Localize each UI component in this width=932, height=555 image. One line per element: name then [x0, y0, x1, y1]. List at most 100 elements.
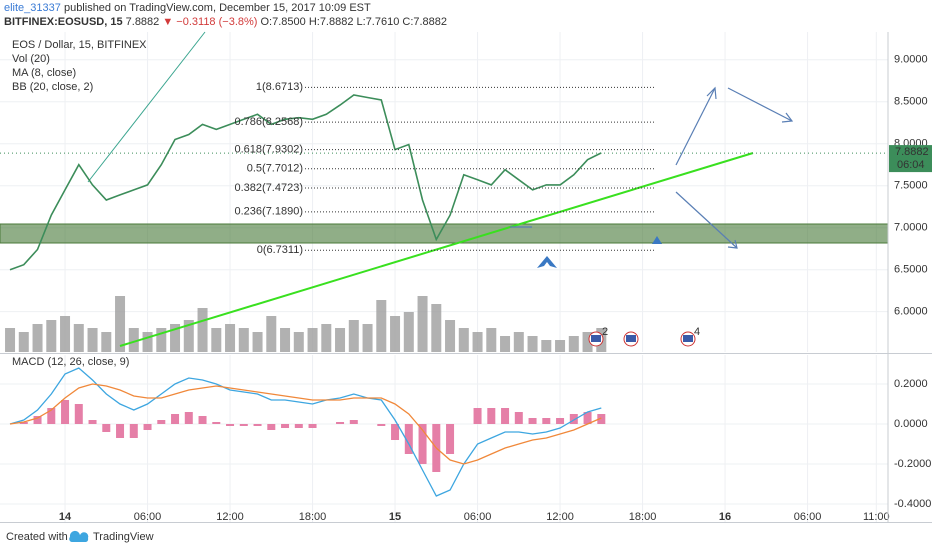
header-line: elite_31337 published on TradingView.com…: [4, 2, 371, 14]
macd-histogram-bar: [212, 422, 221, 424]
trend-line: [119, 152, 754, 347]
volume-bar: [18, 332, 29, 352]
macd-histogram-bar: [597, 414, 606, 424]
volume-bar: [431, 304, 442, 352]
macd-histogram-bar: [226, 424, 235, 426]
event-flag: [626, 335, 636, 342]
last: 7.8882: [126, 16, 160, 28]
y-tick-label: -0.2000: [894, 458, 931, 470]
macd-histogram-bar: [349, 420, 358, 424]
macd-histogram-bar: [102, 424, 111, 432]
fib-label: 0.5(7.7012): [247, 163, 303, 175]
arrow: [727, 87, 793, 122]
chart-layer: 9.00008.50008.00007.50007.00006.50006.00…: [0, 39, 932, 523]
macd-histogram-bar: [514, 412, 523, 424]
x-tick-label: 18:00: [629, 511, 657, 523]
macd-histogram-bar: [336, 422, 345, 424]
macd-histogram-bar: [143, 424, 152, 430]
volume-bar: [445, 320, 456, 352]
x-tick-label: 12:00: [546, 511, 574, 523]
y-tick-label: 6.0000: [894, 306, 928, 318]
macd-histogram-bar: [446, 424, 455, 454]
legend-entry: EOS / Dollar, 15, BITFINEX: [12, 39, 147, 51]
volume-bar: [225, 324, 236, 352]
fib-label: 0(6.7311): [257, 244, 303, 256]
macd-histogram-bar: [528, 418, 537, 424]
macd-histogram-bar: [501, 408, 510, 424]
arrow-head: [781, 112, 794, 123]
volume-bar: [472, 332, 483, 352]
y-tick-label: 7.0000: [894, 222, 928, 234]
volume-bar: [335, 328, 346, 352]
volume-bar: [46, 320, 57, 352]
volume-bar: [362, 324, 373, 352]
event-flag: [683, 335, 693, 342]
volume-bar: [238, 328, 249, 352]
y-tick-label: 7.5000: [894, 180, 928, 192]
projection-arrows: [510, 86, 794, 249]
macd-histogram-bar: [239, 424, 248, 426]
grid-layer: [0, 32, 888, 522]
macd-histogram-bar: [569, 414, 578, 424]
arrow-head: [706, 86, 717, 100]
change: ▼ −0.3118 (−3.8%): [162, 16, 257, 28]
y-tick-label: 8.5000: [894, 96, 928, 108]
macd-histogram-bar: [61, 400, 70, 424]
trend-line: [87, 31, 206, 183]
macd-histogram-bar: [129, 424, 138, 438]
volume-bar: [376, 300, 387, 352]
arrow-head: [727, 239, 738, 249]
volume-bar: [252, 332, 263, 352]
macd-histogram-bar: [47, 408, 56, 424]
event-count: 2: [602, 326, 608, 338]
y-tick-label: 0.0000: [894, 418, 928, 430]
fib-label: 0.786(8.2568): [235, 116, 304, 128]
macd-histogram-bar: [253, 424, 262, 426]
volume-bar: [568, 336, 579, 352]
fib-label: 1(8.6713): [256, 81, 303, 93]
x-tick-label: 06:00: [794, 511, 822, 523]
legend-entry: MA (8, close): [12, 67, 76, 79]
countdown-label: 06:04: [897, 159, 925, 171]
volume-bar: [293, 332, 304, 352]
macd-histogram-bar: [33, 416, 42, 424]
volume-bar: [348, 320, 359, 352]
footer-created: Created with: [6, 531, 68, 543]
macd-histogram-bar: [556, 418, 565, 424]
volume-bar: [32, 324, 43, 352]
macd-histogram-bar: [308, 424, 317, 428]
macd-histogram-bar: [487, 408, 496, 424]
volume-bar: [73, 324, 84, 352]
publisher[interactable]: elite_31337: [4, 2, 61, 14]
up-arrow: [537, 256, 557, 268]
footer-brand[interactable]: TradingView: [93, 531, 154, 543]
volume-bar: [513, 332, 524, 352]
x-tick-label: 14: [59, 511, 72, 523]
fib-label: 0.236(7.1890): [235, 206, 304, 218]
event-flag: [591, 335, 601, 342]
macd-histogram-bar: [404, 424, 413, 454]
published: published on TradingView.com, December 1…: [64, 2, 371, 14]
volume-bar: [555, 340, 566, 352]
volume-bar: [321, 324, 332, 352]
macd-histogram-bar: [473, 408, 482, 424]
macd-histogram-bar: [171, 414, 180, 424]
volume-bar: [582, 332, 593, 352]
fib-label: 0.382(7.4723): [235, 182, 304, 194]
volume-bar: [197, 308, 208, 352]
volume-bar: [500, 336, 511, 352]
x-tick-label: 18:00: [299, 511, 327, 523]
arrow: [675, 191, 738, 249]
macd-histogram-bar: [583, 412, 592, 424]
y-tick-label: 6.5000: [894, 264, 928, 276]
price-line: [9, 94, 602, 271]
volume-bar: [142, 332, 153, 352]
volume-bar: [101, 332, 112, 352]
volume-bar: [87, 328, 98, 352]
x-tick-label: 06:00: [464, 511, 492, 523]
macd-histogram-bar: [294, 424, 303, 428]
volume-bar: [458, 328, 469, 352]
last-price-label: 7.8882: [895, 146, 929, 158]
